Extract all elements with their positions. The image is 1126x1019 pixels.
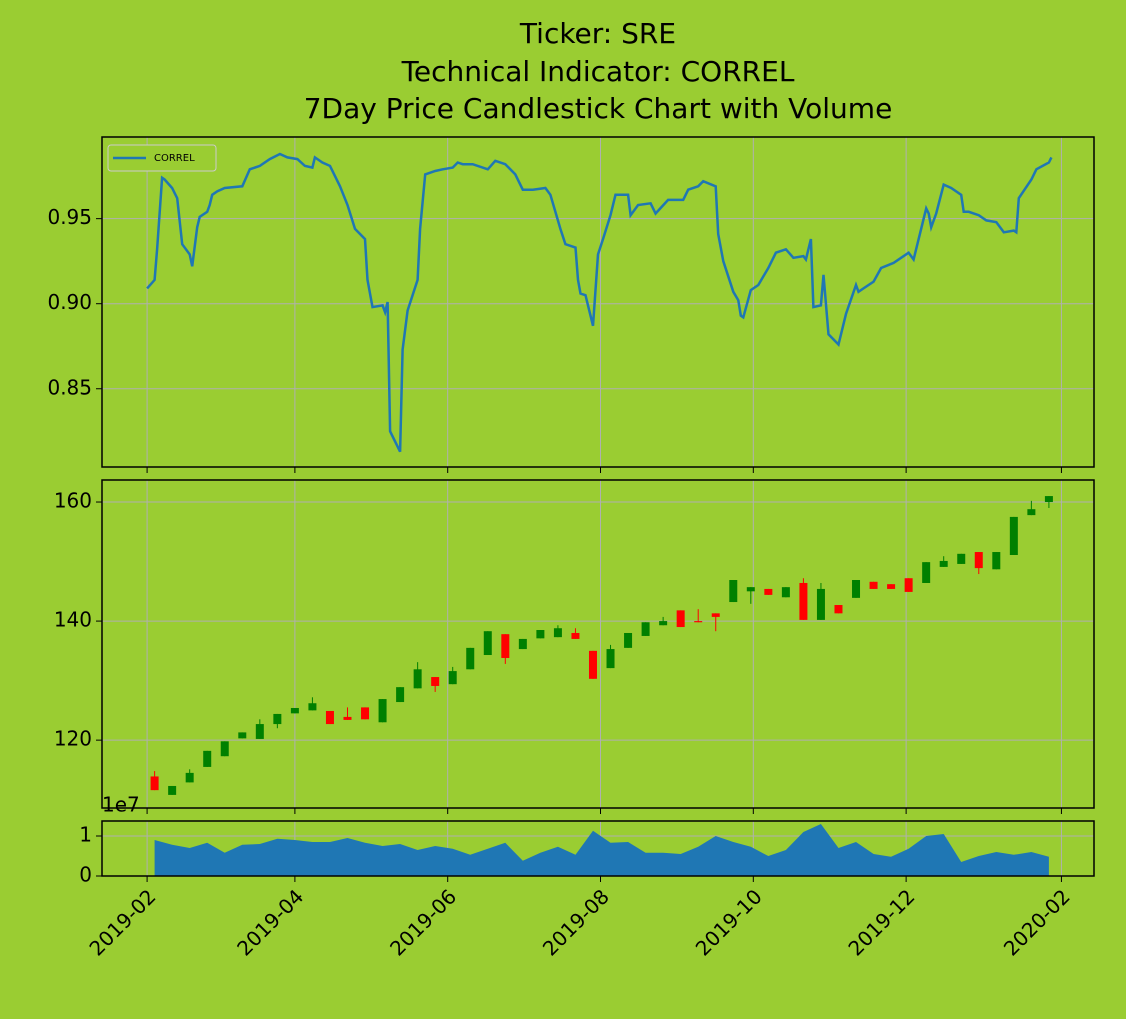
candle-body bbox=[992, 552, 1001, 570]
title-line: Ticker: SRE bbox=[519, 17, 676, 50]
candle-body bbox=[220, 741, 229, 757]
candle-body bbox=[238, 732, 247, 739]
legend-label: CORREL bbox=[154, 153, 195, 164]
line bbox=[146, 152, 1053, 453]
candle-body bbox=[150, 776, 159, 791]
candle-body bbox=[588, 650, 597, 679]
legend-box bbox=[107, 144, 217, 172]
candle-body bbox=[1027, 509, 1036, 516]
candle-body bbox=[343, 716, 352, 720]
y-tick-label: 140 bbox=[54, 608, 92, 632]
candle-body bbox=[659, 621, 668, 626]
candle-body bbox=[466, 647, 475, 670]
y-tick-label: 120 bbox=[54, 727, 92, 751]
panel-frame bbox=[101, 479, 1095, 809]
panel-frame bbox=[101, 820, 1095, 877]
candle-body bbox=[711, 613, 720, 617]
candle-body bbox=[606, 649, 615, 669]
panel-frame bbox=[101, 136, 1095, 468]
candle-body bbox=[694, 621, 703, 623]
candle-body bbox=[1044, 496, 1053, 503]
candle-body bbox=[518, 638, 527, 650]
y-tick-label: 160 bbox=[54, 489, 92, 513]
title-line: 7Day Price Candlestick Chart with Volume bbox=[304, 92, 893, 125]
candle-body bbox=[536, 630, 545, 639]
candle-body bbox=[816, 588, 825, 620]
candle-body bbox=[308, 703, 317, 711]
candle-body bbox=[273, 713, 282, 725]
volume-area bbox=[154, 824, 1049, 876]
candle-body bbox=[1009, 516, 1018, 556]
y-tick-label: 0.90 bbox=[47, 290, 92, 314]
candle-body bbox=[957, 553, 966, 564]
candle-body bbox=[799, 582, 808, 620]
candle-body bbox=[887, 584, 896, 589]
candle-body bbox=[483, 631, 492, 656]
candle-body bbox=[501, 634, 510, 658]
axis-offset-label: 1e7 bbox=[102, 793, 140, 817]
candle-body bbox=[413, 669, 422, 689]
candle-body bbox=[203, 750, 212, 767]
candle-body bbox=[396, 687, 405, 703]
candle-body bbox=[290, 707, 299, 714]
candle-body bbox=[325, 710, 334, 725]
title-line: Technical Indicator: CORREL bbox=[401, 55, 795, 88]
candle-body bbox=[255, 724, 264, 739]
candle-body bbox=[448, 671, 457, 685]
y-tick-label: 0.95 bbox=[47, 205, 92, 229]
candle-body bbox=[431, 677, 440, 686]
y-tick-label: 0.85 bbox=[47, 375, 92, 399]
candle-body bbox=[624, 632, 633, 648]
candle-body bbox=[904, 578, 913, 592]
y-tick-label: 1 bbox=[79, 823, 92, 847]
candle-body bbox=[571, 632, 580, 639]
candle-body bbox=[185, 772, 194, 783]
candle-body bbox=[974, 552, 983, 569]
candle-body bbox=[168, 785, 177, 795]
candle-body bbox=[641, 622, 650, 636]
candle-body bbox=[729, 580, 738, 603]
candle-body bbox=[852, 580, 861, 598]
candle-body bbox=[939, 560, 948, 567]
candle-body bbox=[922, 562, 931, 583]
candle-body bbox=[781, 587, 790, 598]
y-tick-label: 0 bbox=[79, 863, 92, 887]
candle-body bbox=[676, 610, 685, 628]
candle-body bbox=[869, 581, 878, 589]
candle-body bbox=[834, 605, 843, 614]
candle-body bbox=[764, 588, 773, 595]
candle-body bbox=[361, 707, 370, 720]
candle-body bbox=[746, 587, 755, 592]
candle-body bbox=[378, 699, 387, 723]
candle-body bbox=[553, 628, 562, 638]
